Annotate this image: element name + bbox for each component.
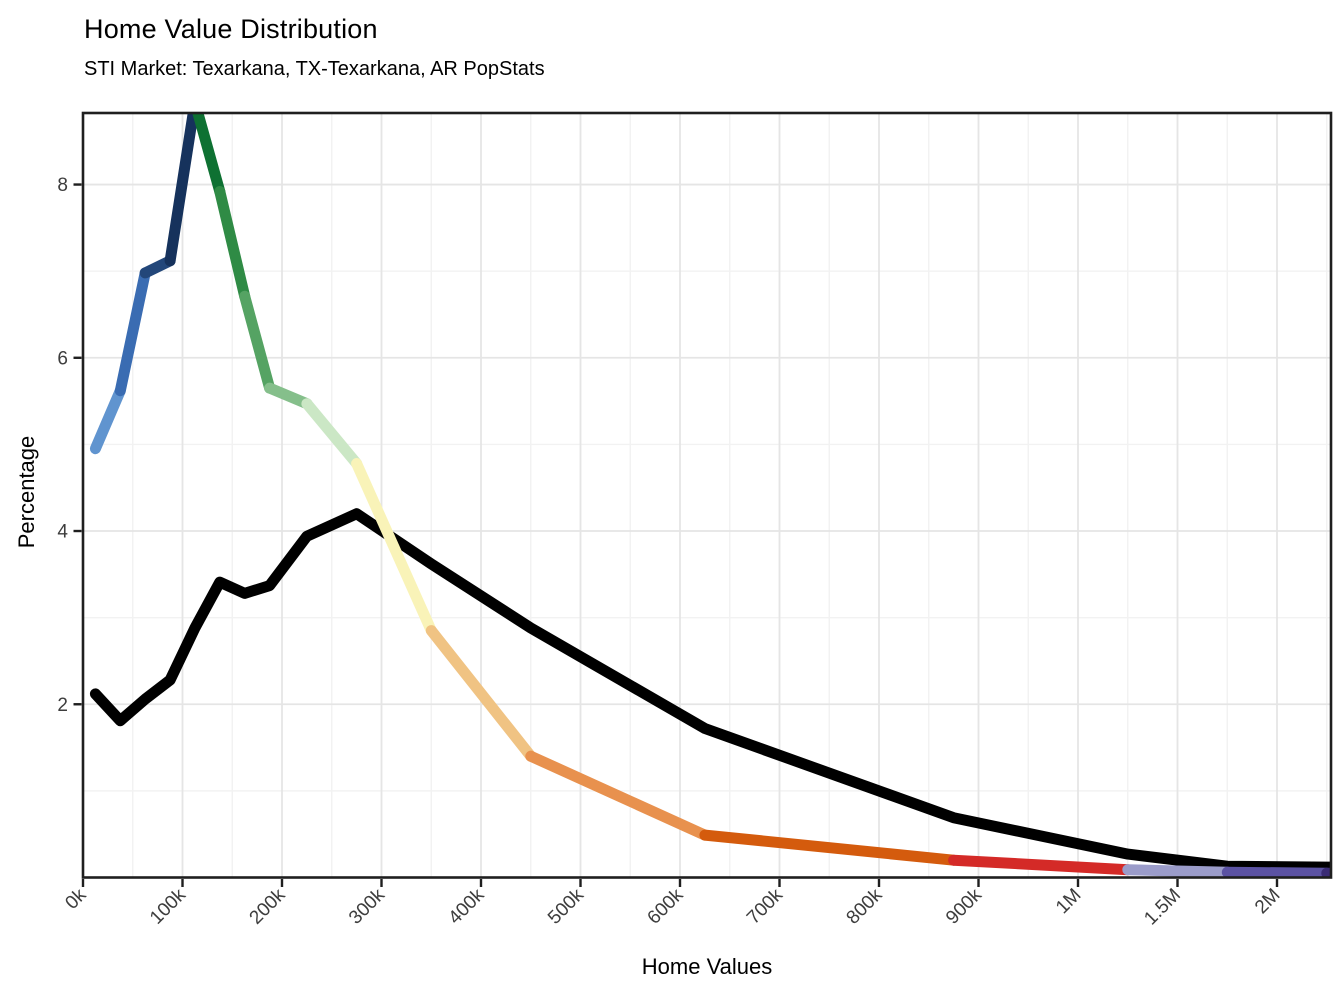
market-line-segment bbox=[699, 829, 960, 866]
market-line-segment bbox=[1221, 866, 1331, 878]
market-line-segment bbox=[525, 750, 711, 841]
market-line-segment bbox=[301, 398, 363, 469]
market-line-segment bbox=[239, 290, 276, 394]
panel-border bbox=[81, 111, 1333, 879]
chart-title: Home Value Distribution bbox=[84, 14, 378, 44]
market-line-segment bbox=[192, 113, 226, 197]
x-tick-label: 900k bbox=[942, 884, 986, 928]
x-tick-label: 600k bbox=[644, 884, 688, 928]
x-tick-label: 400k bbox=[445, 884, 489, 928]
market-line-segment bbox=[948, 854, 1134, 876]
x-tick-label: 800k bbox=[843, 884, 887, 928]
market-line-segment bbox=[164, 113, 199, 267]
x-tick-label: 2M bbox=[1251, 885, 1285, 919]
x-tick-label: 700k bbox=[743, 884, 787, 928]
market-line-segment bbox=[425, 625, 537, 762]
market-line-segment bbox=[351, 458, 437, 637]
x-tick-label: 100k bbox=[146, 884, 190, 928]
market-line-segment bbox=[214, 186, 251, 302]
y-tick-label: 6 bbox=[57, 348, 68, 369]
market-line-segment bbox=[114, 267, 151, 397]
chart-subtitle: STI Market: Texarkana, TX-Texarkana, AR … bbox=[84, 58, 545, 80]
x-tick-label: 1.5M bbox=[1140, 885, 1185, 930]
market-line-segment bbox=[1122, 864, 1233, 878]
market-line-segment bbox=[1321, 867, 1331, 878]
x-tick-label: 1M bbox=[1052, 885, 1086, 919]
x-tick-label: 200k bbox=[246, 884, 290, 928]
market-line-segment bbox=[89, 385, 126, 455]
y-tick-label: 2 bbox=[57, 695, 68, 716]
market-line-segment bbox=[264, 382, 313, 410]
x-tick-label: 300k bbox=[345, 884, 389, 928]
y-tick-label: 8 bbox=[57, 175, 68, 196]
comparison-line bbox=[89, 508, 1331, 873]
x-tick-label: 500k bbox=[544, 884, 588, 928]
x-tick-label: 0k bbox=[61, 884, 90, 913]
x-axis-title: Home Values bbox=[641, 954, 773, 979]
y-tick-label: 4 bbox=[57, 522, 68, 543]
